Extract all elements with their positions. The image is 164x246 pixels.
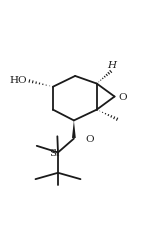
Text: Si: Si [49,149,59,158]
Polygon shape [72,120,76,138]
Text: HO: HO [10,76,28,85]
Text: O: O [119,93,127,102]
Text: O: O [85,135,94,144]
Text: H: H [108,61,116,70]
